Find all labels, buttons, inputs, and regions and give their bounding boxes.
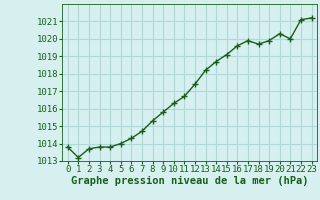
X-axis label: Graphe pression niveau de la mer (hPa): Graphe pression niveau de la mer (hPa) (71, 176, 308, 186)
